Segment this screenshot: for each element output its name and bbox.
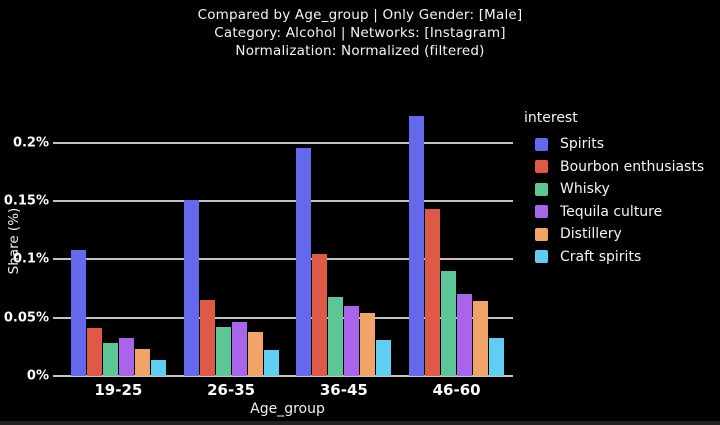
bar-tequila-culture-26-35[interactable] [231,322,247,376]
bar-spirits-36-45[interactable] [296,147,312,376]
y-tick-label: 0.05% [3,310,49,326]
chart-title-line-1: Compared by Age_group | Only Gender: [Ma… [197,7,523,23]
bar-group-26-35 [175,105,288,376]
bar-bourbon-enthusiasts-19-25[interactable] [86,328,102,376]
plot-area [53,105,513,377]
bar-whisky-46-60[interactable] [441,271,457,376]
bar-spirits-19-25[interactable] [70,250,86,376]
y-axis-ticks: 0% 0.05% 0.1% 0.15% 0.2% [0,105,49,383]
bar-whisky-26-35[interactable] [215,327,231,376]
legend: interest Spirits Bourbon enthusiasts Whisk… [516,110,720,268]
legend-item-label: Tequila culture [560,203,663,220]
bar-whisky-19-25[interactable] [102,343,118,376]
legend-item-whisky[interactable]: Whisky [516,178,720,201]
legend-items: Spirits Bourbon enthusiasts Whisky Tequila … [516,133,720,268]
gridline-0.2% [53,141,513,144]
bar-whisky-36-45[interactable] [328,296,344,376]
legend-swatch-icon [535,160,548,174]
bar-group-36-45 [288,105,401,376]
legend-item-label: Craft spirits [560,248,642,265]
legend-item-label: Whisky [560,181,610,198]
gridline-0% [53,375,513,377]
legend-swatch-icon [535,182,548,196]
bar-distillery-26-35[interactable] [247,331,263,376]
bar-tequila-culture-46-60[interactable] [457,294,473,376]
legend-item-label: Distillery [560,226,622,243]
y-tick-label: 0.1% [12,251,49,267]
legend-item-craft-spirits[interactable]: Craft spirits [516,246,720,269]
x-axis-ticks: 19-25 26-35 36-45 46-60 [62,381,513,399]
bar-groups [62,105,513,376]
legend-item-distillery[interactable]: Distillery [516,223,720,246]
bar-bourbon-enthusiasts-46-60[interactable] [425,209,441,376]
y-tick-label: 0.15% [3,193,49,209]
legend-item-spirits[interactable]: Spirits [516,133,720,156]
legend-item-label: Bourbon enthusiasts [560,158,705,175]
legend-swatch-icon [535,227,548,241]
chart-title: Compared by Age_group | Only Gender: [Ma… [0,6,720,60]
bar-group-46-60 [400,105,513,376]
legend-item-label: Spirits [560,136,605,153]
chart-title-line-2: Category: Alcohol | Networks: [Instagram… [214,25,506,41]
bar-bourbon-enthusiasts-26-35[interactable] [199,300,215,376]
x-tick-label-36-45: 36-45 [319,381,368,399]
bar-craft-spirits-46-60[interactable] [489,337,505,376]
bar-spirits-46-60[interactable] [409,116,425,376]
bar-distillery-19-25[interactable] [134,349,150,376]
bar-craft-spirits-19-25[interactable] [150,359,166,376]
x-tick-label-26-35: 26-35 [207,381,256,399]
bar-tequila-culture-36-45[interactable] [344,306,360,376]
legend-swatch-icon [535,137,548,151]
bar-tequila-culture-19-25[interactable] [118,337,134,376]
gridline-0.15% [53,200,513,203]
legend-swatch-icon [535,250,548,264]
legend-item-tequila-culture[interactable]: Tequila culture [516,201,720,224]
legend-item-bourbon-enthusiasts[interactable]: Bourbon enthusiasts [516,156,720,179]
y-tick-label: 0% [26,368,49,384]
bar-group-19-25 [62,105,175,376]
bar-spirits-26-35[interactable] [183,200,199,376]
gridline-0.05% [53,316,513,319]
gridline-0.1% [53,258,513,261]
bar-bourbon-enthusiasts-36-45[interactable] [312,253,328,376]
bar-distillery-36-45[interactable] [360,313,376,376]
y-tick-label: 0.2% [12,135,49,151]
x-tick-label-46-60: 46-60 [432,381,481,399]
x-tick-label-19-25: 19-25 [94,381,143,399]
legend-swatch-icon [535,205,548,219]
window-bottom-edge [0,421,720,425]
bar-craft-spirits-36-45[interactable] [376,339,392,376]
chart-title-line-3: Normalization: Normalized (filtered) [235,43,485,59]
bar-craft-spirits-26-35[interactable] [263,350,279,376]
x-axis-title: Age_group [250,401,325,417]
legend-title: interest [524,110,578,126]
bar-distillery-46-60[interactable] [473,301,489,376]
